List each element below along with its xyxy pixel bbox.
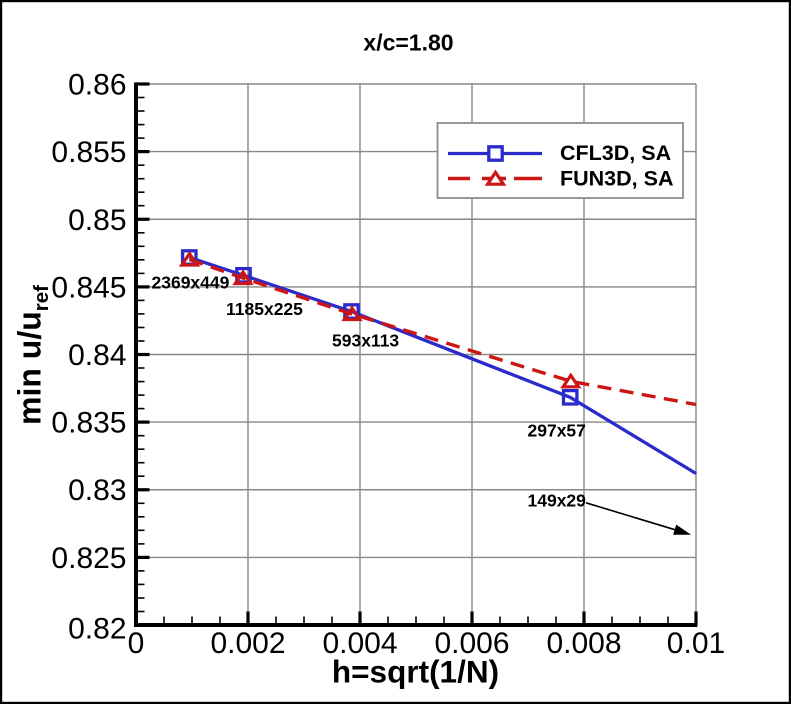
svg-text:2369x449: 2369x449	[152, 273, 230, 293]
svg-text:0.006: 0.006	[434, 627, 509, 660]
svg-text:297x57: 297x57	[528, 421, 586, 441]
svg-text:0.86: 0.86	[68, 69, 126, 102]
svg-text:0.84: 0.84	[68, 339, 126, 372]
svg-text:0.825: 0.825	[51, 542, 126, 575]
svg-text:0.004: 0.004	[322, 627, 397, 660]
svg-text:0.82: 0.82	[68, 613, 126, 646]
svg-text:CFL3D, SA: CFL3D, SA	[560, 141, 671, 165]
svg-text:min u/uref: min u/uref	[12, 285, 54, 425]
svg-text:0.008: 0.008	[546, 627, 621, 660]
svg-text:1185x225: 1185x225	[226, 299, 303, 319]
svg-text:0.83: 0.83	[68, 474, 126, 507]
svg-text:x/c=1.80: x/c=1.80	[363, 30, 453, 56]
svg-text:0: 0	[128, 627, 145, 660]
svg-text:0.845: 0.845	[51, 271, 126, 304]
svg-text:0.002: 0.002	[210, 627, 285, 660]
svg-text:h=sqrt(1/N): h=sqrt(1/N)	[332, 654, 499, 690]
svg-text:149x29: 149x29	[528, 491, 587, 511]
svg-text:0.01: 0.01	[667, 627, 725, 660]
svg-text:0.855: 0.855	[51, 136, 126, 169]
svg-text:0.835: 0.835	[51, 407, 126, 440]
svg-text:593x113: 593x113	[332, 331, 399, 351]
svg-text:0.85: 0.85	[68, 204, 126, 237]
svg-text:FUN3D, SA: FUN3D, SA	[560, 167, 673, 191]
